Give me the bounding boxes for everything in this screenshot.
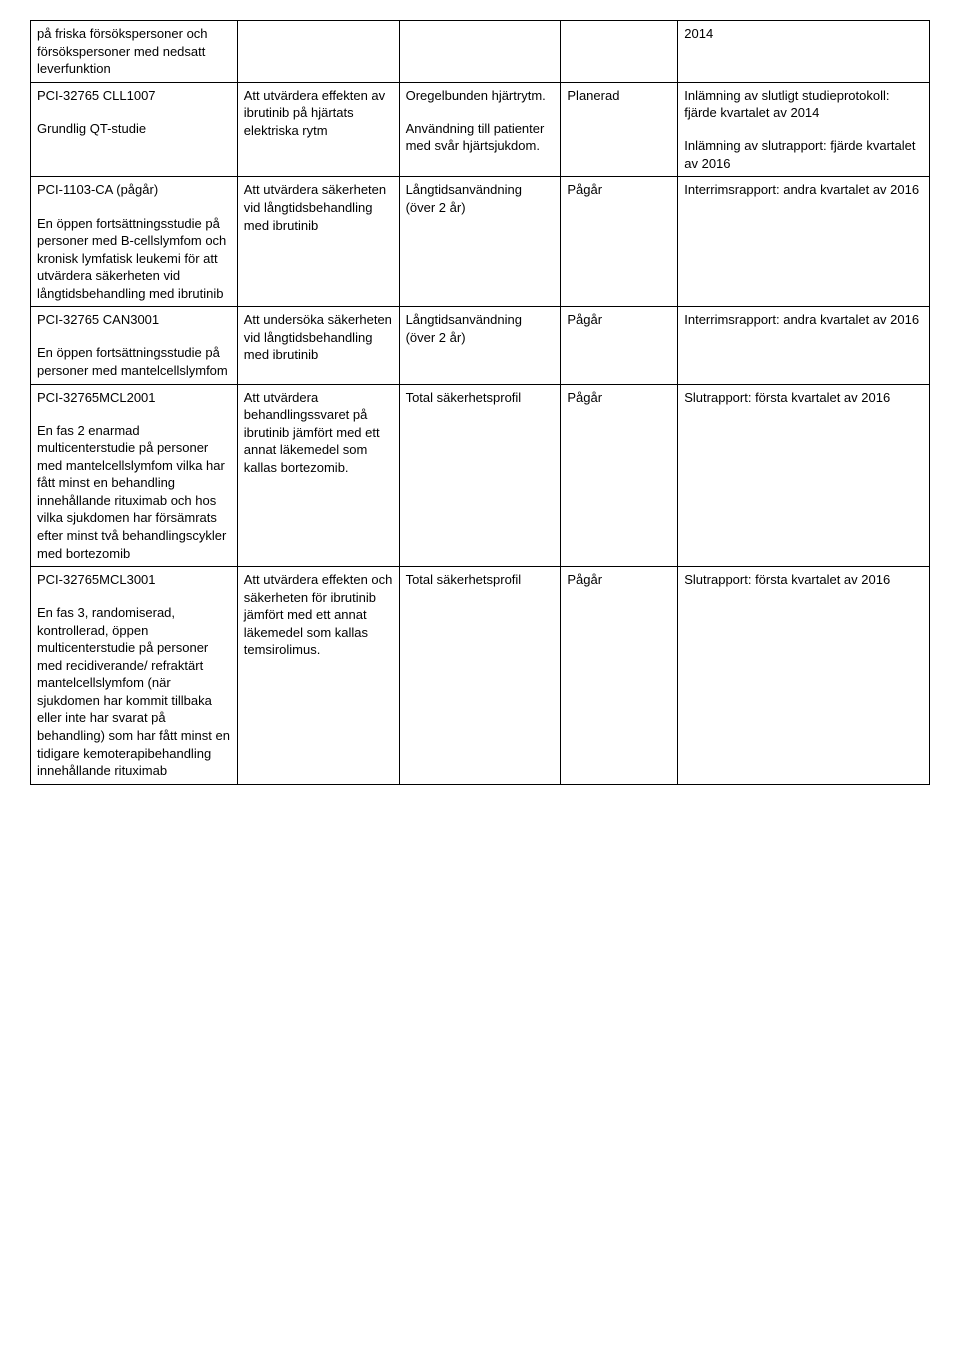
cell-paragraph: Inlämning av slutligt studieprotokoll: f… [684,87,923,122]
cell-paragraph: En fas 3, randomiserad, kontrollerad, öp… [37,604,231,779]
cell-paragraph: PCI-32765 CAN3001 [37,311,231,329]
cell-paragraph: Pågår [567,571,671,589]
table-cell: Slutrapport: första kvartalet av 2016 [678,384,930,567]
cell-paragraph: på friska försökspersoner och försöksper… [37,25,231,78]
table-cell: Att utvärdera behandlingssvaret på ibrut… [237,384,399,567]
cell-paragraph: Slutrapport: första kvartalet av 2016 [684,571,923,589]
table-cell: Att undersöka säkerheten vid långtidsbeh… [237,307,399,384]
cell-paragraph: Inlämning av slutrapport: fjärde kvartal… [684,137,923,172]
table-cell: Pågår [561,177,678,307]
cell-paragraph: Att utvärdera effekten av ibrutinib på h… [244,87,393,140]
table-cell: Långtidsanvändning (över 2 år) [399,177,561,307]
table-row: PCI-1103-CA (pågår) En öppen fortsättning… [31,177,930,307]
cell-paragraph: Oregelbunden hjärtrytm. [406,87,555,105]
cell-paragraph: PCI-32765MCL3001 [37,571,231,589]
table-cell: Långtidsanvändning (över 2 år) [399,307,561,384]
cell-paragraph: Långtidsanvändning (över 2 år) [406,181,555,216]
table-row: PCI-32765MCL2001 En fas 2 enarmad multice… [31,384,930,567]
table-cell [399,21,561,83]
table-row: på friska försökspersoner och försöksper… [31,21,930,83]
table-cell [561,21,678,83]
cell-paragraph: Interrimsrapport: andra kvartalet av 201… [684,311,923,329]
studies-table-body: på friska försökspersoner och försöksper… [31,21,930,785]
table-row: PCI-32765MCL3001 En fas 3, randomiserad, … [31,567,930,785]
cell-paragraph: PCI-32765MCL2001 [37,389,231,407]
table-cell: Pågår [561,307,678,384]
cell-paragraph: Total säkerhetsprofil [406,389,555,407]
table-cell: Interrimsrapport: andra kvartalet av 201… [678,177,930,307]
table-cell [237,21,399,83]
table-cell: Interrimsrapport: andra kvartalet av 201… [678,307,930,384]
cell-paragraph: Pågår [567,389,671,407]
cell-paragraph: Att utvärdera säkerheten vid långtidsbeh… [244,181,393,234]
cell-paragraph: Pågår [567,311,671,329]
table-row: PCI-32765 CLL1007 Grundlig QT-studie Att u… [31,82,930,177]
table-cell: PCI-32765MCL3001 En fas 3, randomiserad, … [31,567,238,785]
table-cell: Pågår [561,384,678,567]
cell-paragraph: En öppen fortsättningsstudie på personer… [37,215,231,303]
table-cell: PCI-32765MCL2001 En fas 2 enarmad multice… [31,384,238,567]
cell-paragraph: Användning till patienter med svår hjärt… [406,120,555,155]
cell-paragraph: PCI-1103-CA (pågår) [37,181,231,199]
table-cell: PCI-32765 CLL1007 Grundlig QT-studie [31,82,238,177]
table-cell: PCI-1103-CA (pågår) En öppen fortsättning… [31,177,238,307]
cell-paragraph: 2014 [684,25,923,43]
table-cell: Total säkerhetsprofil [399,384,561,567]
table-cell: Att utvärdera effekten av ibrutinib på h… [237,82,399,177]
cell-paragraph: Pågår [567,181,671,199]
table-cell: Slutrapport: första kvartalet av 2016 [678,567,930,785]
cell-paragraph: Total säkerhetsprofil [406,571,555,589]
cell-paragraph: Interrimsrapport: andra kvartalet av 201… [684,181,923,199]
cell-paragraph: PCI-32765 CLL1007 [37,87,231,105]
cell-paragraph: En fas 2 enarmad multicenterstudie på pe… [37,422,231,562]
table-cell: Total säkerhetsprofil [399,567,561,785]
table-cell: Att utvärdera säkerheten vid långtidsbeh… [237,177,399,307]
cell-paragraph: Planerad [567,87,671,105]
table-cell: 2014 [678,21,930,83]
table-row: PCI-32765 CAN3001 En öppen fortsättningss… [31,307,930,384]
cell-paragraph: Att undersöka säkerheten vid långtidsbeh… [244,311,393,364]
table-cell: Pågår [561,567,678,785]
cell-paragraph: Långtidsanvändning (över 2 år) [406,311,555,346]
table-cell: Planerad [561,82,678,177]
table-cell: Att utvärdera effekten och säkerheten fö… [237,567,399,785]
cell-paragraph: Grundlig QT-studie [37,120,231,138]
cell-paragraph: En öppen fortsättningsstudie på personer… [37,344,231,379]
table-cell: på friska försökspersoner och försöksper… [31,21,238,83]
cell-paragraph: Att utvärdera effekten och säkerheten fö… [244,571,393,659]
table-cell: PCI-32765 CAN3001 En öppen fortsättningss… [31,307,238,384]
page: på friska försökspersoner och försöksper… [0,0,960,805]
studies-table: på friska försökspersoner och försöksper… [30,20,930,785]
cell-paragraph: Slutrapport: första kvartalet av 2016 [684,389,923,407]
table-cell: Oregelbunden hjärtrytm. Användning till p… [399,82,561,177]
table-cell: Inlämning av slutligt studieprotokoll: f… [678,82,930,177]
cell-paragraph: Att utvärdera behandlingssvaret på ibrut… [244,389,393,477]
